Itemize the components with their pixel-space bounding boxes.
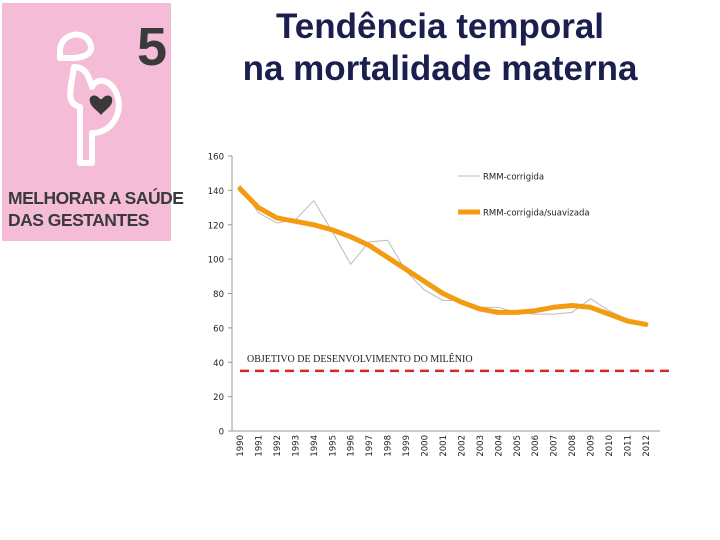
y-tick-label: 120 bbox=[208, 221, 224, 231]
y-tick-label: 40 bbox=[213, 359, 224, 369]
mdg5-logo: 5 MELHORAR A SAÚDE DAS GESTANTES bbox=[2, 3, 184, 241]
logo-caption-line1: MELHORAR A SAÚDE bbox=[8, 188, 184, 208]
series-line-rmm-suavizada bbox=[237, 186, 649, 327]
x-tick-label: 2001 bbox=[439, 435, 449, 457]
target-label: OBJETIVO DE DESENVOLVIMENTO DO MILÊNIO bbox=[247, 353, 473, 365]
x-tick-label: 2004 bbox=[494, 435, 504, 457]
x-tick-label: 1997 bbox=[365, 435, 375, 457]
x-tick-label: 1992 bbox=[273, 435, 283, 457]
y-tick-label: 160 bbox=[208, 153, 224, 163]
logo-caption: MELHORAR A SAÚDE DAS GESTANTES bbox=[8, 187, 184, 231]
y-tick-label: 0 bbox=[219, 428, 224, 438]
x-tick-label: 2005 bbox=[513, 435, 523, 457]
x-tick-label: 2008 bbox=[568, 435, 578, 457]
y-tick-label: 60 bbox=[213, 324, 224, 334]
x-tick-label: 1998 bbox=[384, 435, 394, 457]
legend-label: RMM-corrigida/suavizada bbox=[483, 209, 590, 219]
x-tick-label: 1991 bbox=[254, 435, 264, 457]
logo-caption-line2: DAS GESTANTES bbox=[8, 210, 149, 230]
x-tick-label: 1996 bbox=[347, 435, 357, 457]
series-line-rmm-corrigida bbox=[239, 184, 647, 325]
x-tick-label: 1995 bbox=[328, 435, 338, 457]
x-tick-label: 2012 bbox=[642, 435, 652, 457]
x-tick-label: 1999 bbox=[402, 435, 412, 457]
legend-label: RMM-corrigida bbox=[483, 173, 544, 183]
x-tick-label: 2003 bbox=[476, 435, 486, 457]
y-tick-label: 100 bbox=[208, 256, 224, 266]
x-tick-label: 1990 bbox=[236, 435, 246, 457]
y-tick-label: 80 bbox=[213, 290, 224, 300]
page-title-line2: na mortalidade materna bbox=[242, 49, 638, 88]
x-tick-label: 1994 bbox=[310, 435, 320, 457]
heart-icon bbox=[89, 95, 113, 115]
y-tick-label: 20 bbox=[213, 393, 224, 403]
x-tick-label: 2010 bbox=[605, 435, 615, 457]
pregnant-woman-heart-icon: 5 bbox=[57, 17, 167, 166]
x-tick-label: 2007 bbox=[550, 435, 560, 457]
page-title: Tendência temporal na mortalidade matern… bbox=[190, 6, 690, 90]
y-tick-label: 140 bbox=[208, 187, 224, 197]
x-tick-label: 2009 bbox=[587, 435, 597, 457]
page-title-line1: Tendência temporal bbox=[275, 7, 605, 46]
x-tick-label: 1993 bbox=[291, 435, 301, 457]
goal-number: 5 bbox=[137, 17, 167, 77]
x-tick-label: 2002 bbox=[457, 435, 467, 457]
x-tick-label: 2006 bbox=[531, 435, 541, 457]
x-tick-label: 2000 bbox=[421, 435, 431, 457]
x-tick-label: 2011 bbox=[623, 435, 633, 457]
